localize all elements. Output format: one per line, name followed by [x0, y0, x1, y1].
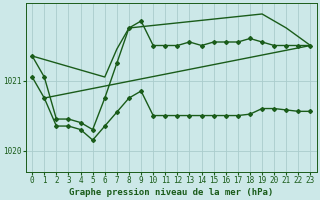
X-axis label: Graphe pression niveau de la mer (hPa): Graphe pression niveau de la mer (hPa)	[69, 188, 274, 197]
